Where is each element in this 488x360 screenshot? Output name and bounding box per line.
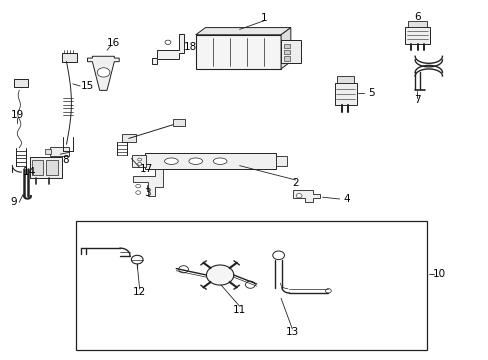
Polygon shape — [152, 34, 183, 64]
Circle shape — [138, 162, 142, 165]
Bar — [405, 27, 429, 44]
Text: 8: 8 — [62, 154, 69, 165]
Circle shape — [136, 184, 141, 188]
Bar — [122, 134, 136, 142]
Bar — [336, 76, 353, 83]
Text: 14: 14 — [22, 167, 36, 177]
Bar — [407, 21, 427, 27]
Circle shape — [131, 255, 143, 264]
Bar — [50, 147, 69, 156]
Bar — [276, 156, 286, 166]
Text: 7: 7 — [413, 95, 420, 105]
Ellipse shape — [188, 158, 202, 165]
Text: 5: 5 — [367, 88, 374, 98]
Text: 17: 17 — [139, 164, 152, 174]
Bar — [132, 155, 146, 167]
Text: 3: 3 — [143, 188, 150, 198]
Text: 10: 10 — [432, 269, 445, 279]
Bar — [283, 56, 290, 60]
Circle shape — [206, 265, 233, 285]
Bar — [334, 83, 356, 105]
Circle shape — [97, 68, 110, 77]
Bar — [44, 149, 51, 154]
Bar — [283, 44, 290, 48]
Text: 4: 4 — [343, 194, 349, 204]
Text: 18: 18 — [184, 42, 197, 51]
Circle shape — [178, 266, 188, 273]
Circle shape — [245, 281, 255, 288]
Bar — [14, 79, 28, 87]
Circle shape — [136, 191, 141, 194]
Text: 16: 16 — [107, 38, 120, 48]
Polygon shape — [293, 190, 320, 202]
Bar — [195, 35, 281, 69]
Circle shape — [325, 289, 330, 293]
Text: 2: 2 — [292, 178, 298, 188]
Text: 6: 6 — [413, 12, 420, 22]
Circle shape — [138, 158, 142, 161]
Text: 15: 15 — [81, 81, 94, 91]
Bar — [144, 153, 276, 169]
Polygon shape — [87, 56, 119, 90]
Ellipse shape — [213, 158, 226, 165]
Text: 11: 11 — [232, 305, 246, 315]
Polygon shape — [133, 169, 162, 196]
Bar — [172, 119, 184, 126]
Circle shape — [296, 194, 302, 198]
Polygon shape — [281, 28, 290, 69]
Text: 19: 19 — [11, 111, 24, 121]
Text: 12: 12 — [133, 287, 146, 297]
Circle shape — [164, 40, 170, 44]
Bar — [30, 157, 61, 178]
Bar — [281, 40, 300, 63]
Polygon shape — [195, 28, 290, 35]
Text: 1: 1 — [260, 13, 267, 23]
Bar — [283, 50, 290, 54]
Bar — [76, 221, 427, 350]
Text: 9: 9 — [11, 197, 17, 207]
Bar — [62, 53, 77, 62]
Ellipse shape — [164, 158, 178, 165]
Bar — [32, 159, 43, 175]
Text: 13: 13 — [285, 327, 298, 337]
Circle shape — [272, 251, 284, 260]
Bar — [45, 159, 58, 175]
